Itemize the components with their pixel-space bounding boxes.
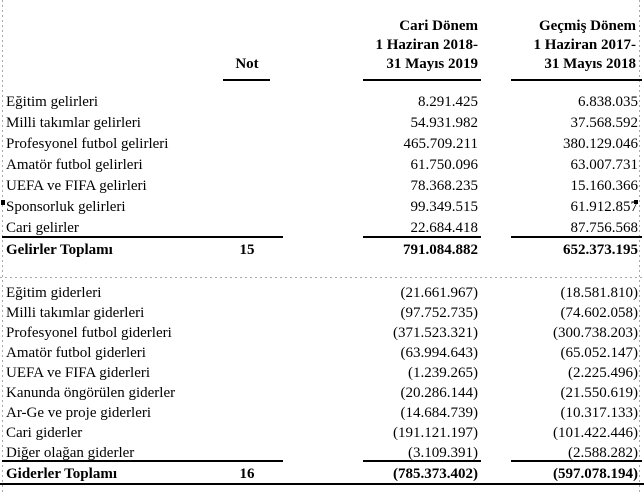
total-label: Giderler Toplamı	[6, 466, 117, 482]
previous-period-value: (74.602.058)	[560, 305, 639, 321]
row-label: Ar-Ge ve proje giderleri	[6, 405, 152, 421]
current-period-value: (191.121.197)	[393, 425, 478, 441]
total-label: Gelirler Toplamı	[6, 242, 113, 258]
current-period-value: (20.286.144)	[400, 385, 479, 401]
current-period-value: 465.709.211	[403, 136, 478, 152]
table-row: Cari giderler (191.121.197) (101.422.446…	[0, 423, 644, 443]
row-label: Milli takımlar gelirleri	[6, 115, 141, 131]
table-row: Kanunda öngörülen giderler (20.286.144) …	[0, 383, 644, 403]
row-label: Sponsorluk gelirleri	[6, 199, 126, 215]
table-row: Amatör futbol gelirleri 61.750.096 63.00…	[0, 155, 644, 176]
table-row: Profesyonel futbol giderleri (371.523.32…	[0, 323, 644, 343]
rule-previous-segment	[511, 460, 642, 462]
previous-period-value: (2.588.282)	[568, 445, 638, 461]
note-number: 15	[239, 242, 255, 258]
header-rule-previous	[511, 79, 642, 81]
table-row: UEFA ve FIFA giderleri (1.239.265) (2.22…	[0, 363, 644, 383]
previous-period-value: 15.160.366	[570, 178, 639, 194]
previous-period-value: (10.317.133)	[560, 405, 639, 421]
row-label: Kanunda öngörülen giderler	[6, 385, 176, 401]
current-period-value: (63.994.643)	[400, 345, 479, 361]
previous-period-value: (18.581.810)	[560, 285, 639, 301]
expense-total-row: Giderler Toplamı 16 (785.373.402) (597.0…	[0, 463, 644, 485]
row-label: Eğitim giderleri	[6, 285, 102, 301]
current-period-value: 54.931.982	[410, 115, 479, 131]
table-row: Milli takımlar giderleri (97.752.735) (7…	[0, 303, 644, 323]
previous-period-value: (21.550.619)	[560, 385, 639, 401]
previous-period-value: 6.838.035	[578, 94, 638, 110]
table-row: Sponsorluk gelirleri 99.349.515 61.912.8…	[0, 197, 644, 218]
anchor-mark-icon	[1, 200, 5, 205]
expense-section: Eğitim giderleri (21.661.967) (18.581.81…	[0, 283, 644, 485]
gridline-right	[639, 0, 640, 492]
current-period-value: (97.752.735)	[400, 305, 479, 321]
table-row: Eğitim giderleri (21.661.967) (18.581.81…	[0, 283, 644, 303]
row-label: Profesyonel futbol giderleri	[6, 325, 172, 341]
current-period-value: (1.239.265)	[408, 365, 478, 381]
total-rule-row	[0, 236, 644, 239]
row-label: Cari giderler	[6, 425, 83, 441]
current-period-value: (21.661.967)	[400, 285, 479, 301]
header-current-period: Cari Dönem 1 Haziran 2018- 31 Mayıs 2019	[375, 18, 479, 72]
previous-period-value: 380.129.046	[563, 136, 638, 152]
row-label: Profesyonel futbol gelirleri	[6, 136, 169, 152]
row-label: Eğitim gelirleri	[6, 94, 99, 110]
previous-period-total: 652.373.195	[563, 242, 638, 258]
previous-period-value: 87.756.568	[570, 220, 639, 236]
rule-current-segment	[363, 460, 481, 462]
table-row: Profesyonel futbol gelirleri 465.709.211…	[0, 134, 644, 155]
gridline-section-divider	[0, 277, 644, 278]
previous-period-value: (2.225.496)	[568, 365, 638, 381]
row-label: Milli takımlar giderleri	[6, 305, 145, 321]
total-rule-row	[0, 460, 644, 463]
current-period-total: 791.084.882	[403, 242, 478, 258]
row-label: UEFA ve FIFA gelirleri	[6, 178, 147, 194]
current-period-value: 61.750.096	[410, 157, 479, 173]
row-label: Amatör futbol gelirleri	[6, 157, 143, 173]
previous-period-value: (65.052.147)	[560, 345, 639, 361]
previous-period-total: (597.078.194)	[553, 466, 638, 482]
rule-previous-segment	[511, 236, 642, 238]
row-label: Cari gelirler	[6, 220, 79, 236]
header-previous-period: Geçmiş Dönem 1 Haziran 2017- 31 Mayıs 20…	[533, 18, 637, 72]
current-period-value: 22.684.418	[410, 220, 479, 236]
current-period-value: 8.291.425	[418, 94, 478, 110]
rule-label-segment	[2, 236, 283, 238]
table-row: Ar-Ge ve proje giderleri (14.684.739) (1…	[0, 403, 644, 423]
current-period-value: (3.109.391)	[408, 445, 478, 461]
current-period-total: (785.373.402)	[393, 466, 478, 482]
rule-label-segment	[2, 460, 283, 462]
table-row: Eğitim gelirleri 8.291.425 6.838.035	[0, 92, 644, 113]
header-rule-current	[363, 79, 481, 81]
rule-current-segment	[363, 236, 481, 238]
row-label: Diğer olağan giderler	[6, 445, 135, 461]
previous-period-value: 61.912.857	[570, 199, 639, 215]
current-period-value: 99.349.515	[410, 199, 479, 215]
previous-period-value: (101.422.446)	[553, 425, 638, 441]
table-bottom-rule	[0, 483, 644, 485]
table-row: Amatör futbol giderleri (63.994.643) (65…	[0, 343, 644, 363]
current-period-value: (371.523.321)	[393, 325, 478, 341]
note-number: 16	[239, 466, 255, 482]
previous-period-value: 63.007.731	[570, 157, 639, 173]
header-rule-not	[223, 79, 270, 81]
current-period-value: (14.684.739)	[400, 405, 479, 421]
table-row: Diğer olağan giderler (3.109.391) (2.588…	[0, 443, 644, 463]
income-total-row: Gelirler Toplamı 15 791.084.882 652.373.…	[0, 239, 644, 261]
header-not-column: Not	[235, 56, 259, 72]
anchor-mark-icon	[634, 200, 638, 204]
income-section: Eğitim gelirleri 8.291.425 6.838.035 Mil…	[0, 92, 644, 261]
gridline-left	[2, 0, 3, 492]
table-row: UEFA ve FIFA gelirleri 78.368.235 15.160…	[0, 176, 644, 197]
current-period-value: 78.368.235	[410, 178, 479, 194]
previous-period-value: (300.738.203)	[553, 325, 638, 341]
row-label: UEFA ve FIFA giderleri	[6, 365, 151, 381]
row-label: Amatör futbol giderleri	[6, 345, 146, 361]
table-row: Milli takımlar gelirleri 54.931.982 37.5…	[0, 113, 644, 134]
table-row: Cari gelirler 22.684.418 87.756.568	[0, 218, 644, 239]
previous-period-value: 37.568.592	[570, 115, 639, 131]
